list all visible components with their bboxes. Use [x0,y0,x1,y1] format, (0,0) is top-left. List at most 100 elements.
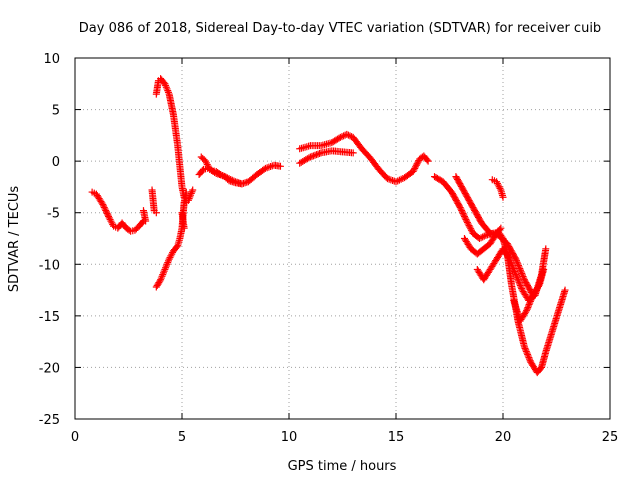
data-point-sample [164,88,172,96]
data-point-sample [466,223,474,231]
series-arc4 [152,75,197,206]
series-arc8 [197,153,246,188]
data-point [238,180,246,188]
data-point-sample [173,243,181,251]
data-point-sample [412,163,420,171]
data-point-sample [505,254,513,262]
data-point-sample [514,275,522,283]
data-point-sample [467,226,475,234]
data-point-sample [459,210,467,218]
data-point-sample [494,181,502,189]
data-point-sample [507,260,515,268]
data-point [157,276,165,284]
plot-frame [74,57,611,420]
data-point [383,175,391,183]
data-point-sample [100,203,108,211]
series-arc11 [431,173,569,377]
data-point-sample [461,214,469,222]
data-point-sample [159,269,167,277]
data-point-sample [164,87,172,95]
data-point [512,255,520,263]
data-point-sample [100,202,108,210]
series-arc9 [296,130,432,186]
data-point-sample [162,82,170,90]
data-point-sample [495,183,503,191]
data-point [424,157,432,165]
data-point [520,343,528,351]
x-tick-label: 0 [71,430,79,445]
data-point-sample [522,347,530,355]
data-point [493,178,501,186]
data-point-sample [462,215,470,223]
y-tick-label: 5 [52,104,60,119]
y-axis-label: SDTVAR / TECUs [7,186,22,293]
data-point-sample [163,85,171,93]
data-point-sample [222,173,230,181]
data-point-sample [511,269,519,277]
series-arc13 [460,224,505,258]
data-point [392,178,400,186]
data-point-sample [506,257,514,265]
data-point-sample [527,296,535,304]
data-point [202,157,210,165]
series-arc2 [139,207,150,225]
x-axis-label: GPS time / hours [288,459,397,474]
data-point-sample [220,172,228,180]
y-tick-label: -20 [39,361,60,376]
data-point-sample [411,164,419,172]
y-tick-label: 10 [43,52,60,67]
data-point [336,133,344,141]
data-point-sample [514,261,522,269]
data-point-sample [508,261,516,269]
data-point-sample [512,272,520,280]
data-point-sample [515,278,523,286]
data-point-sample [524,304,532,312]
data-point-sample [516,281,524,289]
data-point-sample [265,163,273,171]
data-point-sample [525,354,533,362]
data-point-sample [496,184,504,192]
data-point-sample [263,164,271,172]
data-point-sample [460,212,468,220]
data-point-sample [223,174,231,182]
data-point-sample [524,352,532,360]
data-point-sample [159,271,167,279]
data-point-sample [523,349,531,357]
data-point [189,186,197,194]
data-point-sample [520,274,528,282]
data-point-sample [108,219,116,227]
data-point [409,167,417,175]
data-point-sample [463,219,471,227]
x-tick-label: 10 [281,430,298,445]
data-point [540,265,548,273]
data-point [142,217,150,225]
axis-ticks: 0 5 10 15 20 25 10 5 0 -5 -10 -15 -20 -25 [39,52,619,445]
data-point-sample [202,159,210,167]
data-point-sample [394,177,402,185]
data-points [88,75,569,377]
data-point-sample [523,305,531,313]
data-point-sample [518,285,526,293]
data-point-sample [457,205,465,213]
chart-title: Day 086 of 2018, Sidereal Day-to-day VTE… [79,21,601,36]
series-arc1 [88,188,147,235]
data-point-sample [412,161,420,169]
data-point-sample [305,154,313,162]
data-point-sample [164,257,172,265]
data-point-sample [335,134,343,142]
data-point-sample [479,233,487,241]
x-tick-label: 15 [388,430,405,445]
data-point [161,80,169,88]
data-point-sample [395,176,403,184]
data-point [505,255,513,263]
data-point [225,175,233,183]
data-point-sample [524,351,532,359]
data-point [561,286,569,294]
data-point [343,130,351,138]
data-point-sample [518,271,526,279]
series-arc16 [510,265,548,325]
data-point-sample [525,301,533,309]
data-point-sample [511,254,519,262]
data-point-sample [511,268,519,276]
data-point [523,307,531,315]
